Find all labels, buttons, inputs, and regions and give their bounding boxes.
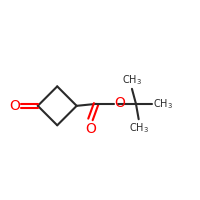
Text: CH$_3$: CH$_3$ <box>153 97 173 111</box>
Text: O: O <box>114 96 125 110</box>
Text: CH$_3$: CH$_3$ <box>129 121 149 135</box>
Text: O: O <box>9 99 20 113</box>
Text: O: O <box>85 122 96 136</box>
Text: CH$_3$: CH$_3$ <box>122 74 142 87</box>
